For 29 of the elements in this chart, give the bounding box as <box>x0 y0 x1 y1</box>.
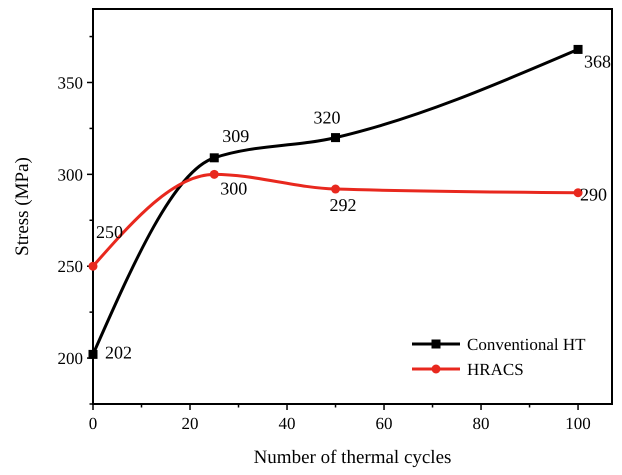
point <box>210 170 219 179</box>
x-tick-label: 0 <box>88 414 98 433</box>
point <box>88 262 98 271</box>
data-label: 292 <box>330 195 357 216</box>
x-tick-label: 20 <box>182 414 199 433</box>
data-label: 300 <box>220 178 248 198</box>
point <box>574 44 583 54</box>
y-axis-title: Stress (MPa) <box>12 157 33 256</box>
data-label: 368 <box>584 51 612 72</box>
point <box>210 153 219 162</box>
point <box>88 350 98 359</box>
x-axis-title: Number of thermal cycles <box>254 447 452 468</box>
data-label: 309 <box>222 126 250 146</box>
y-tick-label: 300 <box>58 165 83 184</box>
legend-label: HRACS <box>467 360 524 379</box>
x-tick-label: 40 <box>278 414 296 433</box>
x-tick-label: 60 <box>376 414 393 433</box>
data-label: 250 <box>96 222 123 242</box>
y-tick-label: 200 <box>58 349 83 368</box>
data-label: 290 <box>580 184 608 205</box>
x-tick-label: 80 <box>472 414 490 433</box>
x-tick-label: 100 <box>565 414 591 433</box>
point <box>331 133 340 142</box>
legend-label: Conventional HT <box>467 335 586 354</box>
y-tick-label: 350 <box>58 73 83 92</box>
data-label: 320 <box>314 108 341 128</box>
point <box>331 184 340 194</box>
y-tick-label: 250 <box>58 257 83 276</box>
data-label: 202 <box>105 342 132 362</box>
